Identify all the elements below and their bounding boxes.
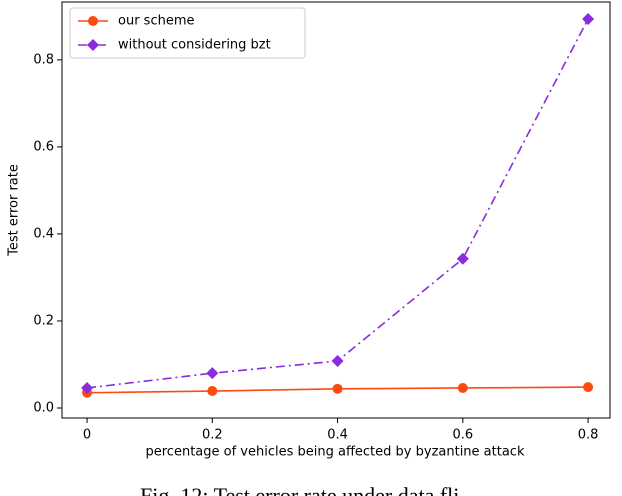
axes-frame (61, 1, 611, 419)
data-point (206, 367, 219, 380)
data-point (457, 382, 468, 393)
x-tick-label: 0.8 (578, 428, 599, 443)
legend-marker (87, 39, 99, 51)
data-point (81, 381, 94, 394)
data-point (332, 383, 343, 394)
legend-label: without considering bzt (118, 38, 271, 53)
x-tick-label: 0.2 (202, 428, 223, 443)
series-line (86, 18, 589, 389)
y-axis-label: Test error rate (7, 164, 22, 257)
legend-marker (88, 16, 98, 26)
x-tick-label: 0 (83, 428, 91, 443)
y-tick-label: 0.4 (33, 226, 54, 241)
y-tick-label: 0.6 (33, 139, 54, 154)
caption: Fig. 12: Test error rate under data fli (140, 483, 459, 496)
x-tick-label: 0.4 (327, 428, 348, 443)
x-axis-label: percentage of vehicles being affected by… (146, 445, 525, 460)
data-point (331, 354, 344, 367)
data-point (207, 386, 218, 397)
data-point (582, 12, 595, 25)
x-tick-label: 0.6 (452, 428, 473, 443)
y-tick-label: 0.0 (33, 400, 54, 415)
data-point (583, 382, 594, 393)
y-tick-label: 0.8 (33, 52, 54, 67)
data-point (456, 252, 469, 265)
legend-label: our scheme (118, 14, 195, 29)
y-tick-label: 0.2 (33, 313, 54, 328)
legend-box (69, 7, 306, 59)
